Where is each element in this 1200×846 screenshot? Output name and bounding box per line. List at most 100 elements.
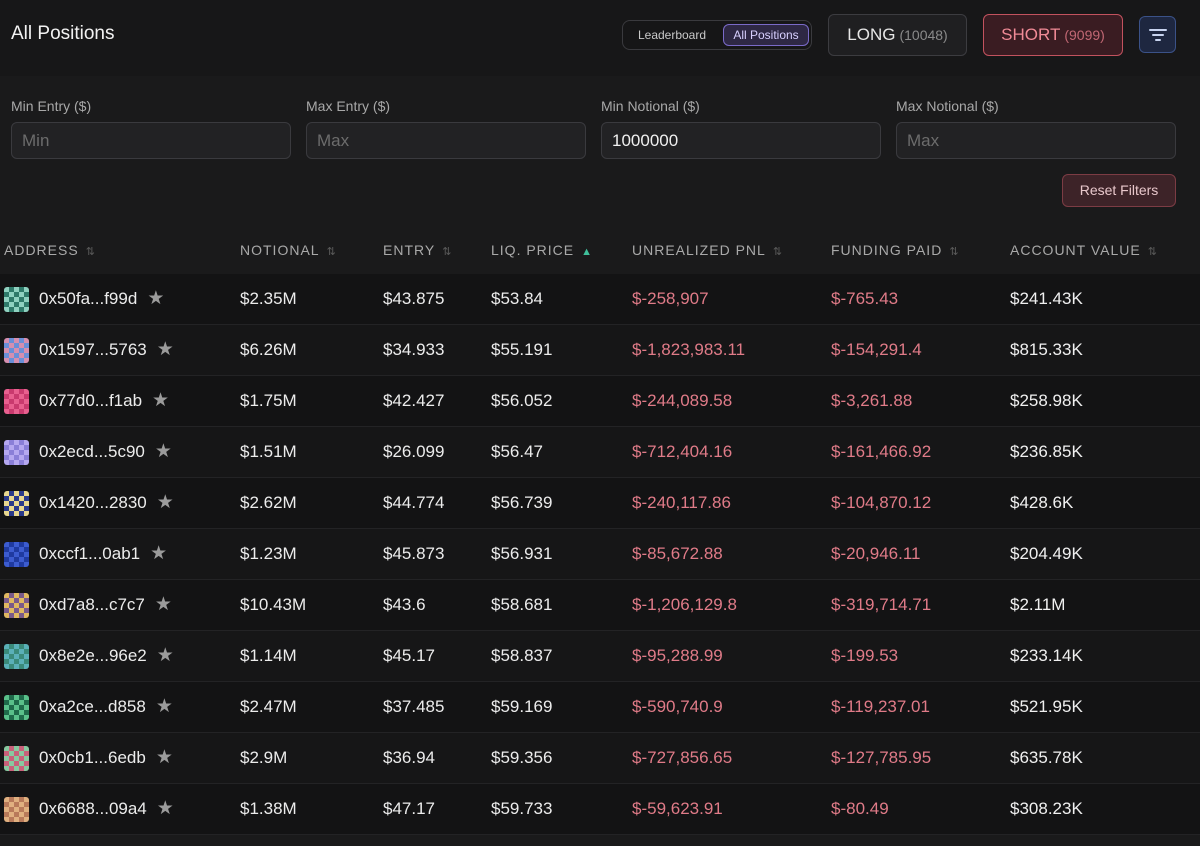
short-count: (9099) <box>1064 27 1105 43</box>
account-value-cell: $236.85K <box>1010 442 1083 461</box>
table-row[interactable]: 0x8e2e...96e2 ★ $1.14M $45.17 $58.837 $-95,28… <box>0 631 1200 682</box>
column-header-account-value[interactable]: ACCOUNT VALUE ⇅ <box>1010 242 1157 258</box>
short-side-button[interactable]: SHORT (9099) <box>983 14 1123 56</box>
column-label: UNREALIZED PNL <box>632 242 766 258</box>
sort-icon: ⇅ <box>326 246 336 258</box>
entry-cell: $43.875 <box>383 289 445 308</box>
column-label: LIQ. PRICE <box>491 242 575 258</box>
page-title: All Positions <box>11 23 115 44</box>
star-icon[interactable]: ★ <box>156 492 174 513</box>
address-cell[interactable]: 0xa2ce...d858 ★ <box>39 682 173 732</box>
max-notional-input[interactable] <box>896 122 1176 159</box>
star-icon[interactable]: ★ <box>150 543 168 564</box>
address-cell[interactable]: 0xccf1...0ab1 ★ <box>39 529 167 579</box>
star-icon[interactable]: ★ <box>154 441 172 462</box>
column-header-entry[interactable]: ENTRY ⇅ <box>383 242 451 258</box>
star-icon[interactable]: ★ <box>147 288 165 309</box>
column-header-notional[interactable]: NOTIONAL ⇅ <box>240 242 336 258</box>
address-cell[interactable]: 0x6688...09a4 ★ <box>39 784 174 834</box>
entry-cell: $47.17 <box>383 799 435 818</box>
entry-cell: $36.94 <box>383 748 435 767</box>
long-label: LONG <box>847 25 896 44</box>
address-cell[interactable]: 0x50fa...f99d ★ <box>39 274 164 324</box>
address-text: 0x1597...5763 <box>39 340 147 359</box>
funding-paid-cell: $-199.53 <box>831 646 899 665</box>
table-row[interactable]: 0xa2ce...d858 ★ $2.47M $37.485 $59.169 $-590,… <box>0 682 1200 733</box>
address-cell[interactable]: 0x77d0...f1ab ★ <box>39 376 169 426</box>
unrealized-pnl-cell: $-85,672.88 <box>632 544 723 563</box>
tab-leaderboard[interactable]: Leaderboard <box>637 28 707 42</box>
notional-cell: $1.23M <box>240 544 297 563</box>
liq-price-cell: $59.733 <box>491 799 553 818</box>
sort-icon: ⇅ <box>85 246 95 258</box>
notional-cell: $1.51M <box>240 442 297 461</box>
column-header-unrealized-pnl[interactable]: UNREALIZED PNL ⇅ <box>632 242 782 258</box>
address-text: 0x8e2e...96e2 <box>39 646 147 665</box>
avatar <box>4 593 29 618</box>
liq-price-cell: $56.052 <box>491 391 553 410</box>
avatar <box>4 491 29 516</box>
address-cell[interactable]: 0xd7a8...c7c7 ★ <box>39 580 172 630</box>
entry-cell: $45.17 <box>383 646 435 665</box>
table-row[interactable]: 0x2ecd...5c90 ★ $1.51M $26.099 $56.47 $-712,4… <box>0 427 1200 478</box>
avatar <box>4 542 29 567</box>
liq-price-cell: $59.356 <box>491 748 553 767</box>
filter-toggle-button[interactable] <box>1139 16 1176 53</box>
address-text: 0x77d0...f1ab <box>39 391 143 410</box>
column-header-funding-paid[interactable]: FUNDING PAID ⇅ <box>831 242 959 258</box>
filter-icon <box>1149 29 1167 41</box>
min-entry-input[interactable] <box>11 122 291 159</box>
avatar <box>4 389 29 414</box>
address-cell[interactable]: 0x2ecd...5c90 ★ <box>39 427 172 477</box>
table-row[interactable]: 0x0cb1...6edb ★ $2.9M $36.94 $59.356 $-727,85… <box>0 733 1200 784</box>
table-row[interactable]: 0x77d0...f1ab ★ $1.75M $42.427 $56.052 $-244,… <box>0 376 1200 427</box>
max-entry-input[interactable] <box>306 122 586 159</box>
column-header-address[interactable]: ADDRESS ⇅ <box>4 242 95 258</box>
avatar <box>4 644 29 669</box>
table-row[interactable]: 0x6688...09a4 ★ $1.38M $47.17 $59.733 $-59,62… <box>0 784 1200 835</box>
star-icon[interactable]: ★ <box>152 390 170 411</box>
liq-price-cell: $56.47 <box>491 442 543 461</box>
address-cell[interactable]: 0x1420...2830 ★ <box>39 478 174 528</box>
positions-table-body: 0x50fa...f99d ★ $2.35M $43.875 $53.84 $-258,9… <box>0 274 1200 835</box>
long-side-button[interactable]: LONG (10048) <box>828 14 967 56</box>
notional-cell: $1.75M <box>240 391 297 410</box>
tab-all-positions[interactable]: All Positions <box>723 24 809 46</box>
column-header-liq-price[interactable]: LIQ. PRICE ▲ <box>491 242 592 258</box>
address-cell[interactable]: 0x0cb1...6edb ★ <box>39 733 173 783</box>
account-value-cell: $258.98K <box>1010 391 1083 410</box>
address-cell[interactable]: 0x8e2e...96e2 ★ <box>39 631 174 681</box>
table-row[interactable]: 0x50fa...f99d ★ $2.35M $43.875 $53.84 $-258,9… <box>0 274 1200 325</box>
star-icon[interactable]: ★ <box>154 594 172 615</box>
funding-paid-cell: $-119,237.01 <box>831 697 930 716</box>
star-icon[interactable]: ★ <box>156 339 174 360</box>
sort-icon: ⇅ <box>442 246 452 258</box>
entry-cell: $42.427 <box>383 391 445 410</box>
table-row[interactable]: 0xd7a8...c7c7 ★ $10.43M $43.6 $58.681 $-1,206… <box>0 580 1200 631</box>
address-cell[interactable]: 0x1597...5763 ★ <box>39 325 174 375</box>
star-icon[interactable]: ★ <box>155 696 173 717</box>
table-row[interactable]: 0x1597...5763 ★ $6.26M $34.933 $55.191 $-1,82… <box>0 325 1200 376</box>
liq-price-cell: $55.191 <box>491 340 553 359</box>
unrealized-pnl-cell: $-240,117.86 <box>632 493 731 512</box>
column-label: ENTRY <box>383 242 436 258</box>
unrealized-pnl-cell: $-258,907 <box>632 289 709 308</box>
star-icon[interactable]: ★ <box>156 645 174 666</box>
account-value-cell: $308.23K <box>1010 799 1083 818</box>
account-value-cell: $815.33K <box>1010 340 1083 359</box>
min-notional-input[interactable] <box>601 122 881 159</box>
star-icon[interactable]: ★ <box>155 747 173 768</box>
funding-paid-cell: $-3,261.88 <box>831 391 913 410</box>
funding-paid-cell: $-104,870.12 <box>831 493 932 512</box>
avatar <box>4 746 29 771</box>
liq-price-cell: $53.84 <box>491 289 543 308</box>
account-value-cell: $428.6K <box>1010 493 1074 512</box>
column-label: ADDRESS <box>4 242 79 258</box>
star-icon[interactable]: ★ <box>156 798 174 819</box>
table-row[interactable]: 0xccf1...0ab1 ★ $1.23M $45.873 $56.931 $-85,6… <box>0 529 1200 580</box>
account-value-cell: $521.95K <box>1010 697 1083 716</box>
liq-price-cell: $58.681 <box>491 595 553 614</box>
reset-filters-button[interactable]: Reset Filters <box>1062 174 1176 207</box>
avatar <box>4 440 29 465</box>
table-row[interactable]: 0x1420...2830 ★ $2.62M $44.774 $56.739 $-240,… <box>0 478 1200 529</box>
